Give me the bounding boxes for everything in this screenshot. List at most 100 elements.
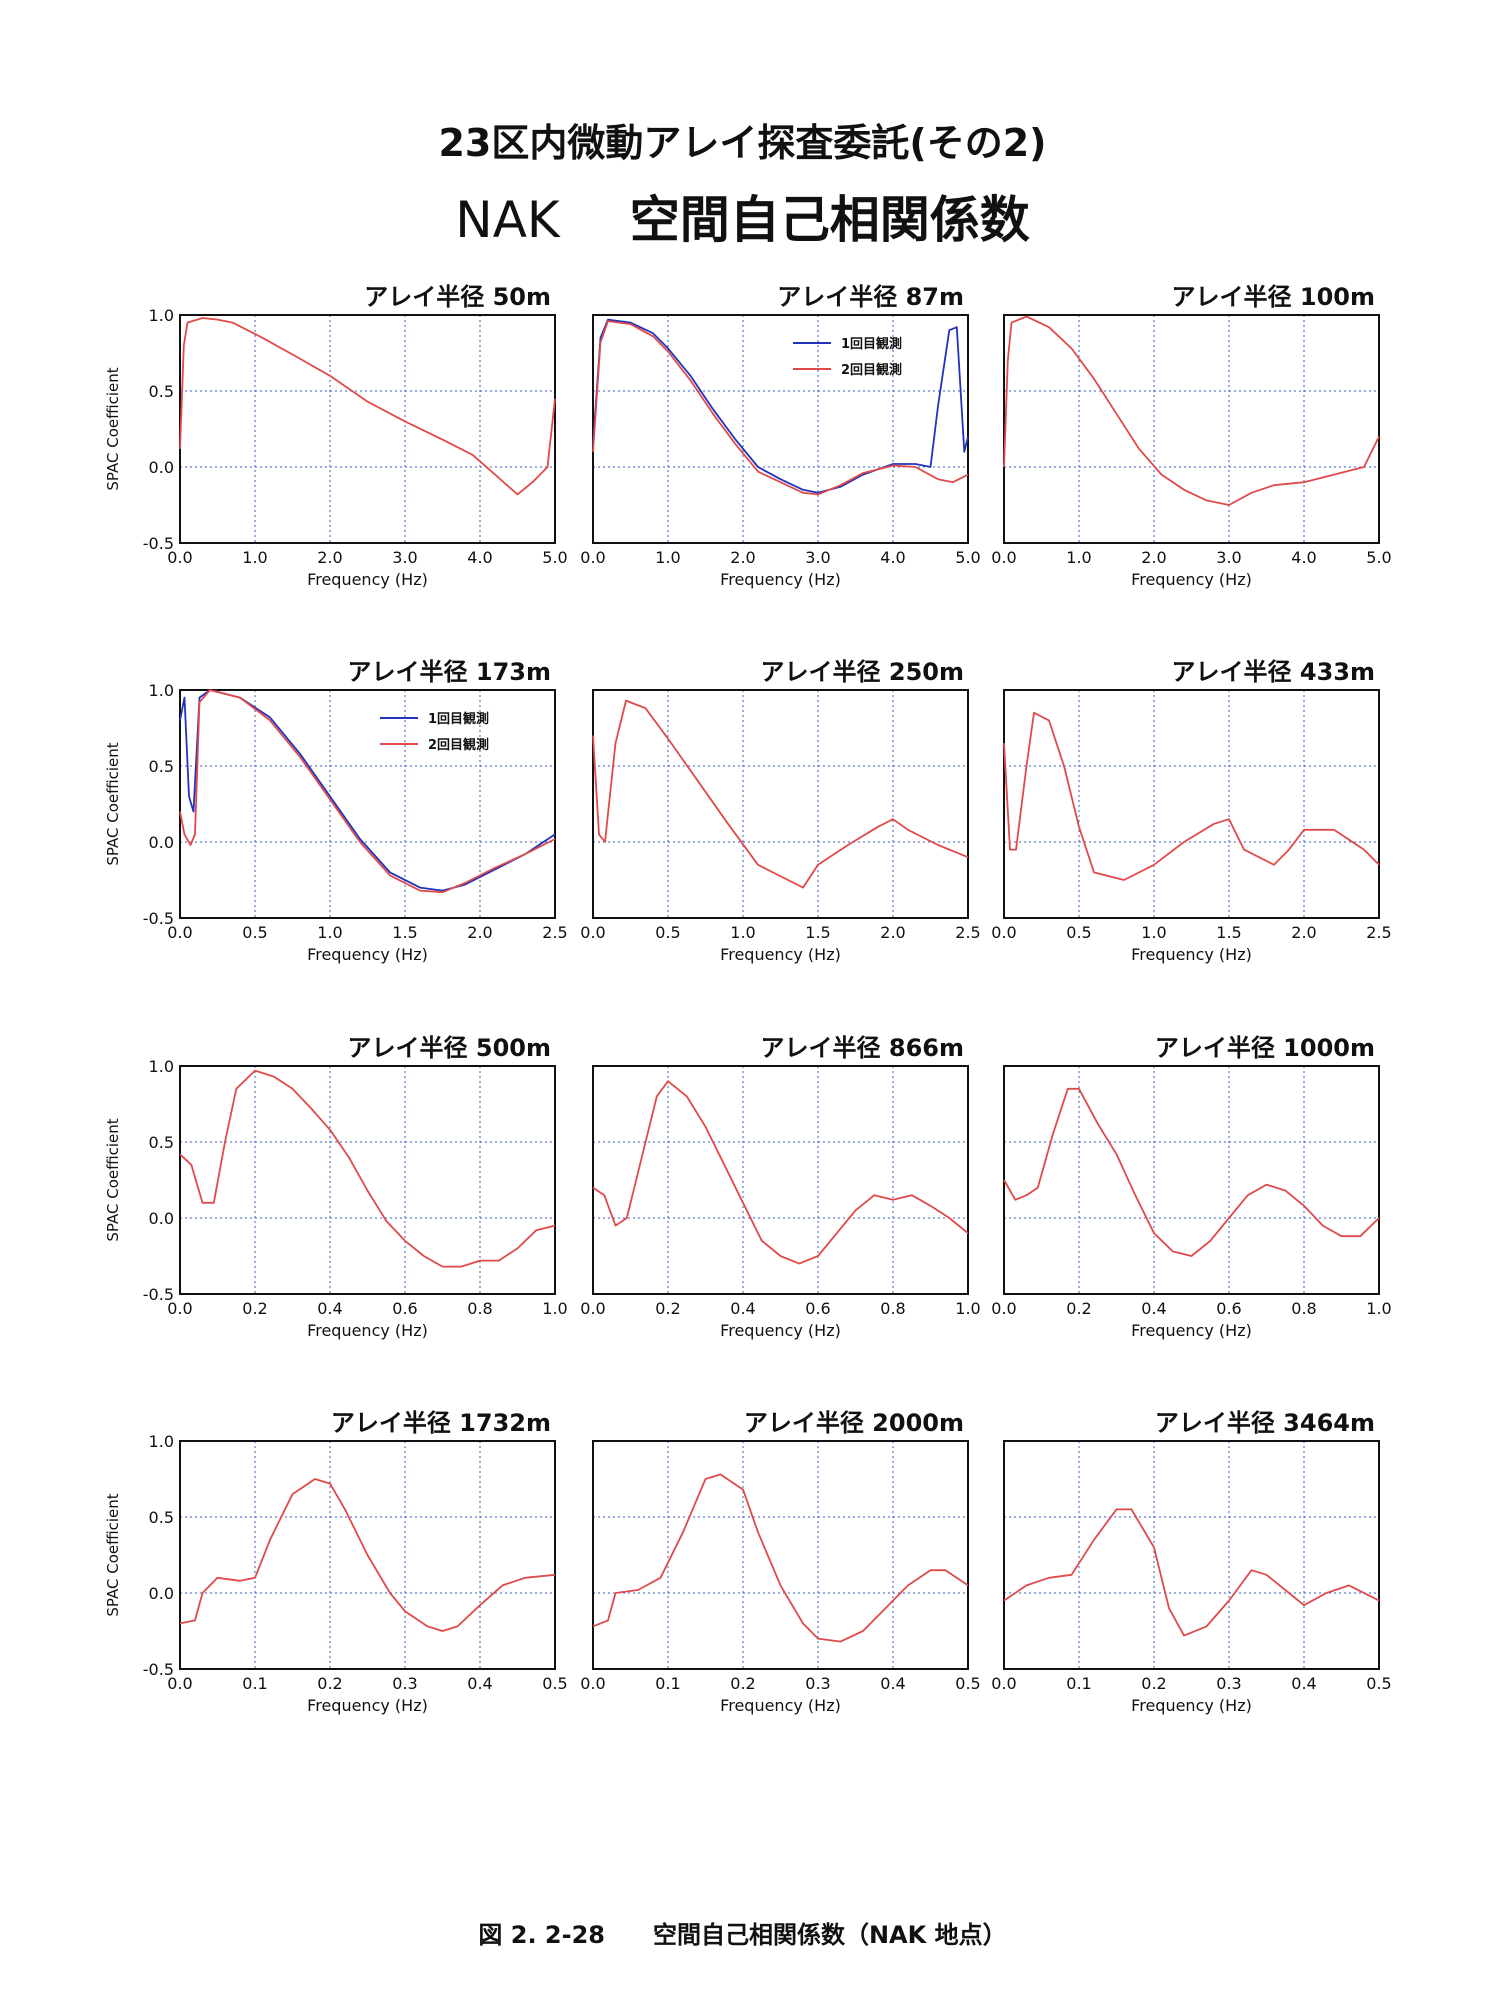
x-tick-label: 1.0 <box>955 1299 980 1318</box>
x-tick-label: 3.0 <box>392 548 417 567</box>
x-tick-label: 0.0 <box>991 923 1016 942</box>
series-line <box>592 1473 969 1643</box>
x-tick-label: 1.5 <box>1216 923 1241 942</box>
y-tick-label: 1.0 <box>149 681 174 700</box>
x-tick-label: 2.0 <box>467 923 492 942</box>
chart-title: アレイ半径 2000m <box>744 1409 964 1437</box>
plot-frame <box>179 314 556 544</box>
plot-frame <box>1003 1440 1380 1670</box>
series-line <box>179 1069 556 1268</box>
series-line <box>592 1080 969 1265</box>
x-tick-label: 0.5 <box>542 1674 567 1693</box>
y-tick-label: 0.5 <box>149 382 174 401</box>
y-tick-label: 0.5 <box>149 1133 174 1152</box>
series-line <box>179 689 556 894</box>
x-tick-label: 1.5 <box>805 923 830 942</box>
x-tick-label: 4.0 <box>880 548 905 567</box>
x-tick-label: 5.0 <box>542 548 567 567</box>
x-tick-label: 0.1 <box>242 1674 267 1693</box>
chart-title: アレイ半径 3464m <box>1155 1409 1375 1437</box>
x-tick-label: 0.6 <box>1216 1299 1241 1318</box>
page-title-line1: 23区内微動アレイ探査委託(その2) <box>438 121 1047 165</box>
plot-frame <box>1003 1065 1380 1295</box>
x-axis-label: Frequency (Hz) <box>720 1696 841 1715</box>
x-tick-label: 0.5 <box>1066 923 1091 942</box>
plot-frame <box>592 1065 969 1295</box>
page-title-text: 空間自己相関係数 <box>629 191 1030 249</box>
chart-title: アレイ半径 87m <box>777 283 964 311</box>
spac-chart-11: アレイ半径 2000m 0.0 0.1 0.2 0.3 0.4 0.5 Frequency (… <box>580 1409 980 1715</box>
x-tick-label: 2.5 <box>542 923 567 942</box>
x-tick-label: 5.0 <box>955 548 980 567</box>
chart-title: アレイ半径 500m <box>348 1034 551 1062</box>
x-tick-label: 0.2 <box>1141 1674 1166 1693</box>
x-tick-label: 0.2 <box>655 1299 680 1318</box>
y-tick-label: -0.5 <box>143 1660 174 1679</box>
x-tick-label: 0.1 <box>1066 1674 1091 1693</box>
x-tick-label: 1.0 <box>317 923 342 942</box>
chart-title: アレイ半径 866m <box>761 1034 964 1062</box>
legend-label: 2回目観測 <box>841 362 902 378</box>
chart-title: アレイ半径 1732m <box>331 1409 551 1437</box>
x-tick-label: 1.0 <box>1366 1299 1391 1318</box>
x-axis-label: Frequency (Hz) <box>1131 1321 1252 1340</box>
x-axis-label: Frequency (Hz) <box>720 945 841 964</box>
x-tick-label: 0.2 <box>730 1674 755 1693</box>
plot-frame <box>592 314 969 544</box>
x-axis-label: Frequency (Hz) <box>307 1696 428 1715</box>
y-tick-label: 0.0 <box>149 833 174 852</box>
x-tick-label: 0.0 <box>991 1299 1016 1318</box>
plot-frame <box>1003 689 1380 919</box>
chart-title: アレイ半径 50m <box>364 283 551 311</box>
y-axis-label: SPAC Coefficient <box>104 367 122 490</box>
y-tick-label: 0.0 <box>149 1209 174 1228</box>
x-tick-label: 0.0 <box>580 548 605 567</box>
plot-frame <box>1003 314 1380 544</box>
x-tick-label: 2.0 <box>730 548 755 567</box>
x-tick-label: 2.0 <box>1141 548 1166 567</box>
y-tick-label: -0.5 <box>143 909 174 928</box>
chart-title: アレイ半径 433m <box>1172 658 1375 686</box>
x-tick-label: 1.0 <box>1141 923 1166 942</box>
x-tick-label: 5.0 <box>1366 548 1391 567</box>
plot-frame <box>592 689 969 919</box>
y-tick-label: 1.0 <box>149 1057 174 1076</box>
legend-label: 1回目観測 <box>428 711 489 727</box>
x-axis-label: Frequency (Hz) <box>307 1321 428 1340</box>
y-axis-label: SPAC Coefficient <box>104 742 122 865</box>
x-tick-label: 1.0 <box>242 548 267 567</box>
x-axis-label: Frequency (Hz) <box>720 570 841 589</box>
chart-title: アレイ半径 1000m <box>1155 1034 1375 1062</box>
series-line <box>1003 315 1380 506</box>
legend-label: 2回目観測 <box>428 737 489 753</box>
y-tick-label: 0.5 <box>149 1508 174 1527</box>
x-tick-label: 0.5 <box>655 923 680 942</box>
chart-title: アレイ半径 100m <box>1172 283 1375 311</box>
x-tick-label: 2.5 <box>955 923 980 942</box>
plot-frame <box>592 1440 969 1670</box>
spac-chart-6: アレイ半径 433m 0.0 0.5 1.0 1.5 2.0 2.5 Frequency (H… <box>991 658 1391 964</box>
x-tick-label: 0.4 <box>1291 1674 1316 1693</box>
x-tick-label: 0.0 <box>167 548 192 567</box>
series-line <box>1003 1508 1380 1637</box>
x-tick-label: 0.6 <box>805 1299 830 1318</box>
x-tick-label: 4.0 <box>1291 548 1316 567</box>
x-axis-label: Frequency (Hz) <box>1131 1696 1252 1715</box>
series-line <box>1003 1087 1380 1257</box>
x-axis-label: Frequency (Hz) <box>1131 945 1252 964</box>
y-tick-label: -0.5 <box>143 1285 174 1304</box>
spac-chart-9: アレイ半径 1000m 0.0 0.2 0.4 0.6 0.8 1.0 Frequency (… <box>991 1034 1391 1340</box>
x-tick-label: 0.0 <box>991 1674 1016 1693</box>
spac-chart-12: アレイ半径 3464m 0.0 0.1 0.2 0.3 0.4 0.5 Frequency (… <box>991 1409 1391 1715</box>
x-tick-label: 0.0 <box>580 1299 605 1318</box>
series-line <box>592 318 969 494</box>
x-tick-label: 0.8 <box>880 1299 905 1318</box>
x-tick-label: 1.0 <box>1066 548 1091 567</box>
x-axis-label: Frequency (Hz) <box>307 570 428 589</box>
x-tick-label: 0.1 <box>655 1674 680 1693</box>
x-axis-label: Frequency (Hz) <box>720 1321 841 1340</box>
